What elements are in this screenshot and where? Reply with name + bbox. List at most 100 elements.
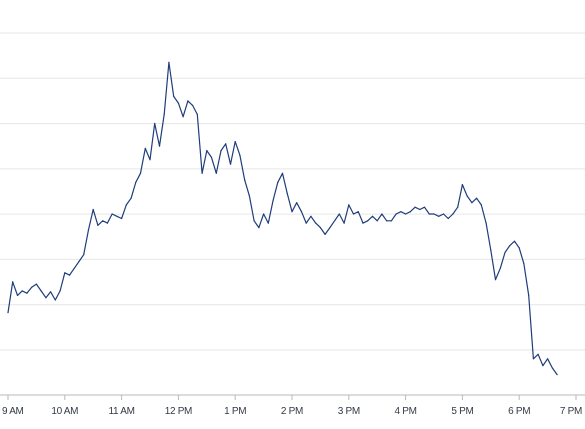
data-point [26, 292, 28, 294]
x-tick-label: 12 PM [165, 406, 192, 417]
data-point [267, 222, 269, 224]
x-axis-ticks [7, 395, 577, 400]
x-tick-label: 6 PM [508, 406, 530, 417]
data-point [438, 215, 440, 217]
data-point [329, 227, 331, 229]
data-point [490, 249, 492, 251]
data-point [547, 358, 549, 360]
data-point [173, 95, 175, 97]
data-point [381, 213, 383, 215]
data-point [130, 197, 132, 199]
data-point [106, 222, 108, 224]
series-layer [7, 61, 558, 376]
data-point [244, 179, 246, 181]
x-tick-label: 5 PM [451, 406, 473, 417]
data-point [324, 233, 326, 235]
data-point [192, 104, 194, 106]
data-point [414, 206, 416, 208]
x-tick-label: 1 PM [224, 406, 246, 417]
data-point [419, 208, 421, 211]
data-point [45, 297, 47, 299]
data-point [272, 199, 274, 201]
data-point [300, 211, 303, 213]
x-tick-label: 3 PM [338, 406, 360, 417]
data-point [476, 197, 478, 199]
data-point [442, 213, 445, 215]
data-point [362, 222, 364, 224]
data-point [31, 286, 33, 288]
gridlines [0, 32, 585, 351]
data-point [556, 374, 558, 376]
data-point [480, 204, 482, 206]
data-point [73, 267, 75, 269]
data-point [258, 227, 260, 229]
x-tick-label: 2 PM [281, 406, 303, 417]
data-point [16, 294, 19, 296]
data-point [499, 267, 501, 269]
x-tick-label: 11 AM [109, 406, 135, 417]
x-axis-tick-labels: 9 AM 10 AM 11 AM 12 PM 1 PM 2 PM 3 PM 4 PM 5 PM 6… [2, 406, 582, 417]
data-point [296, 202, 298, 204]
data-point [263, 213, 265, 215]
x-tick-label: 9 AM [2, 406, 24, 417]
data-point [348, 204, 350, 206]
data-point [523, 263, 525, 265]
data-point [371, 215, 374, 217]
data-point [40, 290, 42, 292]
data-point [92, 208, 94, 211]
data-point [248, 195, 250, 197]
data-point [111, 213, 113, 215]
data-point [64, 272, 66, 274]
data-point [319, 227, 321, 229]
data-point [220, 150, 222, 152]
data-point [286, 193, 288, 195]
data-point [376, 220, 378, 222]
data-point [509, 245, 511, 247]
data-point [305, 222, 307, 224]
data-point [532, 358, 535, 360]
data-point [206, 150, 208, 152]
data-point [87, 229, 90, 231]
data-point [433, 213, 435, 215]
data-point [35, 283, 38, 285]
data-point [485, 222, 487, 224]
data-point [149, 159, 151, 161]
data-point [494, 279, 497, 281]
data-point [281, 172, 284, 174]
data-point [7, 312, 9, 314]
data-point [315, 222, 317, 224]
data-point [144, 147, 146, 149]
data-point [291, 211, 293, 213]
data-point [229, 163, 232, 165]
data-point [513, 240, 516, 242]
data-point [59, 290, 61, 292]
data-point [239, 154, 241, 156]
data-point [225, 143, 227, 145]
data-point [409, 211, 411, 213]
data-point [187, 100, 189, 102]
data-point [201, 172, 203, 174]
data-point [542, 365, 544, 367]
data-point [210, 156, 213, 158]
data-point [504, 251, 506, 254]
data-point [50, 291, 52, 293]
data-point [78, 260, 80, 263]
data-point [423, 206, 426, 208]
data-point [215, 172, 217, 174]
data-point [357, 211, 359, 213]
data-point [182, 116, 184, 118]
data-point [158, 145, 161, 147]
data-point [12, 281, 14, 283]
data-point [400, 211, 402, 213]
data-point [121, 217, 123, 220]
data-point [163, 113, 165, 115]
data-point [135, 181, 137, 183]
data-point [168, 61, 170, 64]
data-point [338, 213, 340, 215]
data-point [125, 204, 127, 206]
data-point [428, 213, 430, 215]
data-point [21, 290, 23, 292]
data-point [177, 102, 179, 104]
data-point [390, 220, 392, 222]
x-tick-label: 4 PM [395, 406, 417, 417]
